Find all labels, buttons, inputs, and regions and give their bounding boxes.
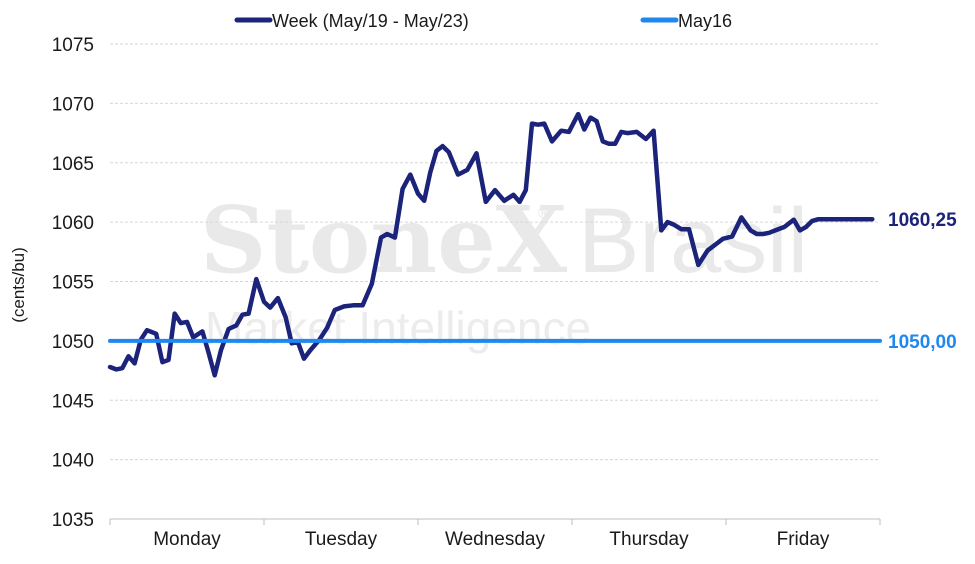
watermark-brand: StoneX bbox=[200, 186, 568, 294]
x-axis: Monday Tuesday Wednesday Thursday Friday bbox=[109, 518, 881, 550]
legend: Week (May/19 - May/23) May16 bbox=[234, 11, 732, 31]
y-tick-label: 1050 bbox=[52, 332, 94, 353]
legend-label-week: Week (May/19 - May/23) bbox=[272, 11, 469, 31]
watermark-sub: Market Intelligence bbox=[205, 302, 591, 354]
y-tick-label: 1055 bbox=[52, 273, 94, 294]
y-tick-label: 1045 bbox=[52, 391, 94, 412]
x-category-friday: Friday bbox=[777, 529, 830, 550]
x-category-monday: Monday bbox=[153, 529, 221, 550]
watermark: StoneX ® Brasil Market Intelligence bbox=[200, 186, 808, 354]
x-category-thursday: Thursday bbox=[609, 529, 689, 550]
x-category-wednesday: Wednesday bbox=[445, 529, 545, 550]
y-tick-label: 1040 bbox=[52, 451, 94, 472]
y-axis: 1035 1040 1045 1050 1055 1060 1065 1070 1075 bbox=[52, 35, 94, 531]
legend-item-may16: May16 bbox=[640, 11, 732, 31]
series-layer bbox=[107, 111, 882, 378]
y-tick-label: 1035 bbox=[52, 510, 94, 531]
legend-label-may16: May16 bbox=[678, 11, 732, 31]
x-category-tuesday: Tuesday bbox=[305, 529, 378, 550]
y-tick-label: 1075 bbox=[52, 35, 94, 56]
end-value-label-may16: 1050,00 bbox=[888, 332, 957, 353]
y-axis-title: (cents/bu) bbox=[9, 247, 28, 323]
y-tick-label: 1070 bbox=[52, 94, 94, 115]
watermark-reg: ® bbox=[538, 205, 550, 222]
end-value-label-week: 1060,25 bbox=[888, 210, 957, 231]
y-tick-label: 1060 bbox=[52, 213, 94, 234]
end-labels: 1060,25 1050,00 bbox=[888, 210, 957, 353]
y-tick-label: 1065 bbox=[52, 154, 94, 175]
legend-item-week: Week (May/19 - May/23) bbox=[234, 11, 469, 31]
